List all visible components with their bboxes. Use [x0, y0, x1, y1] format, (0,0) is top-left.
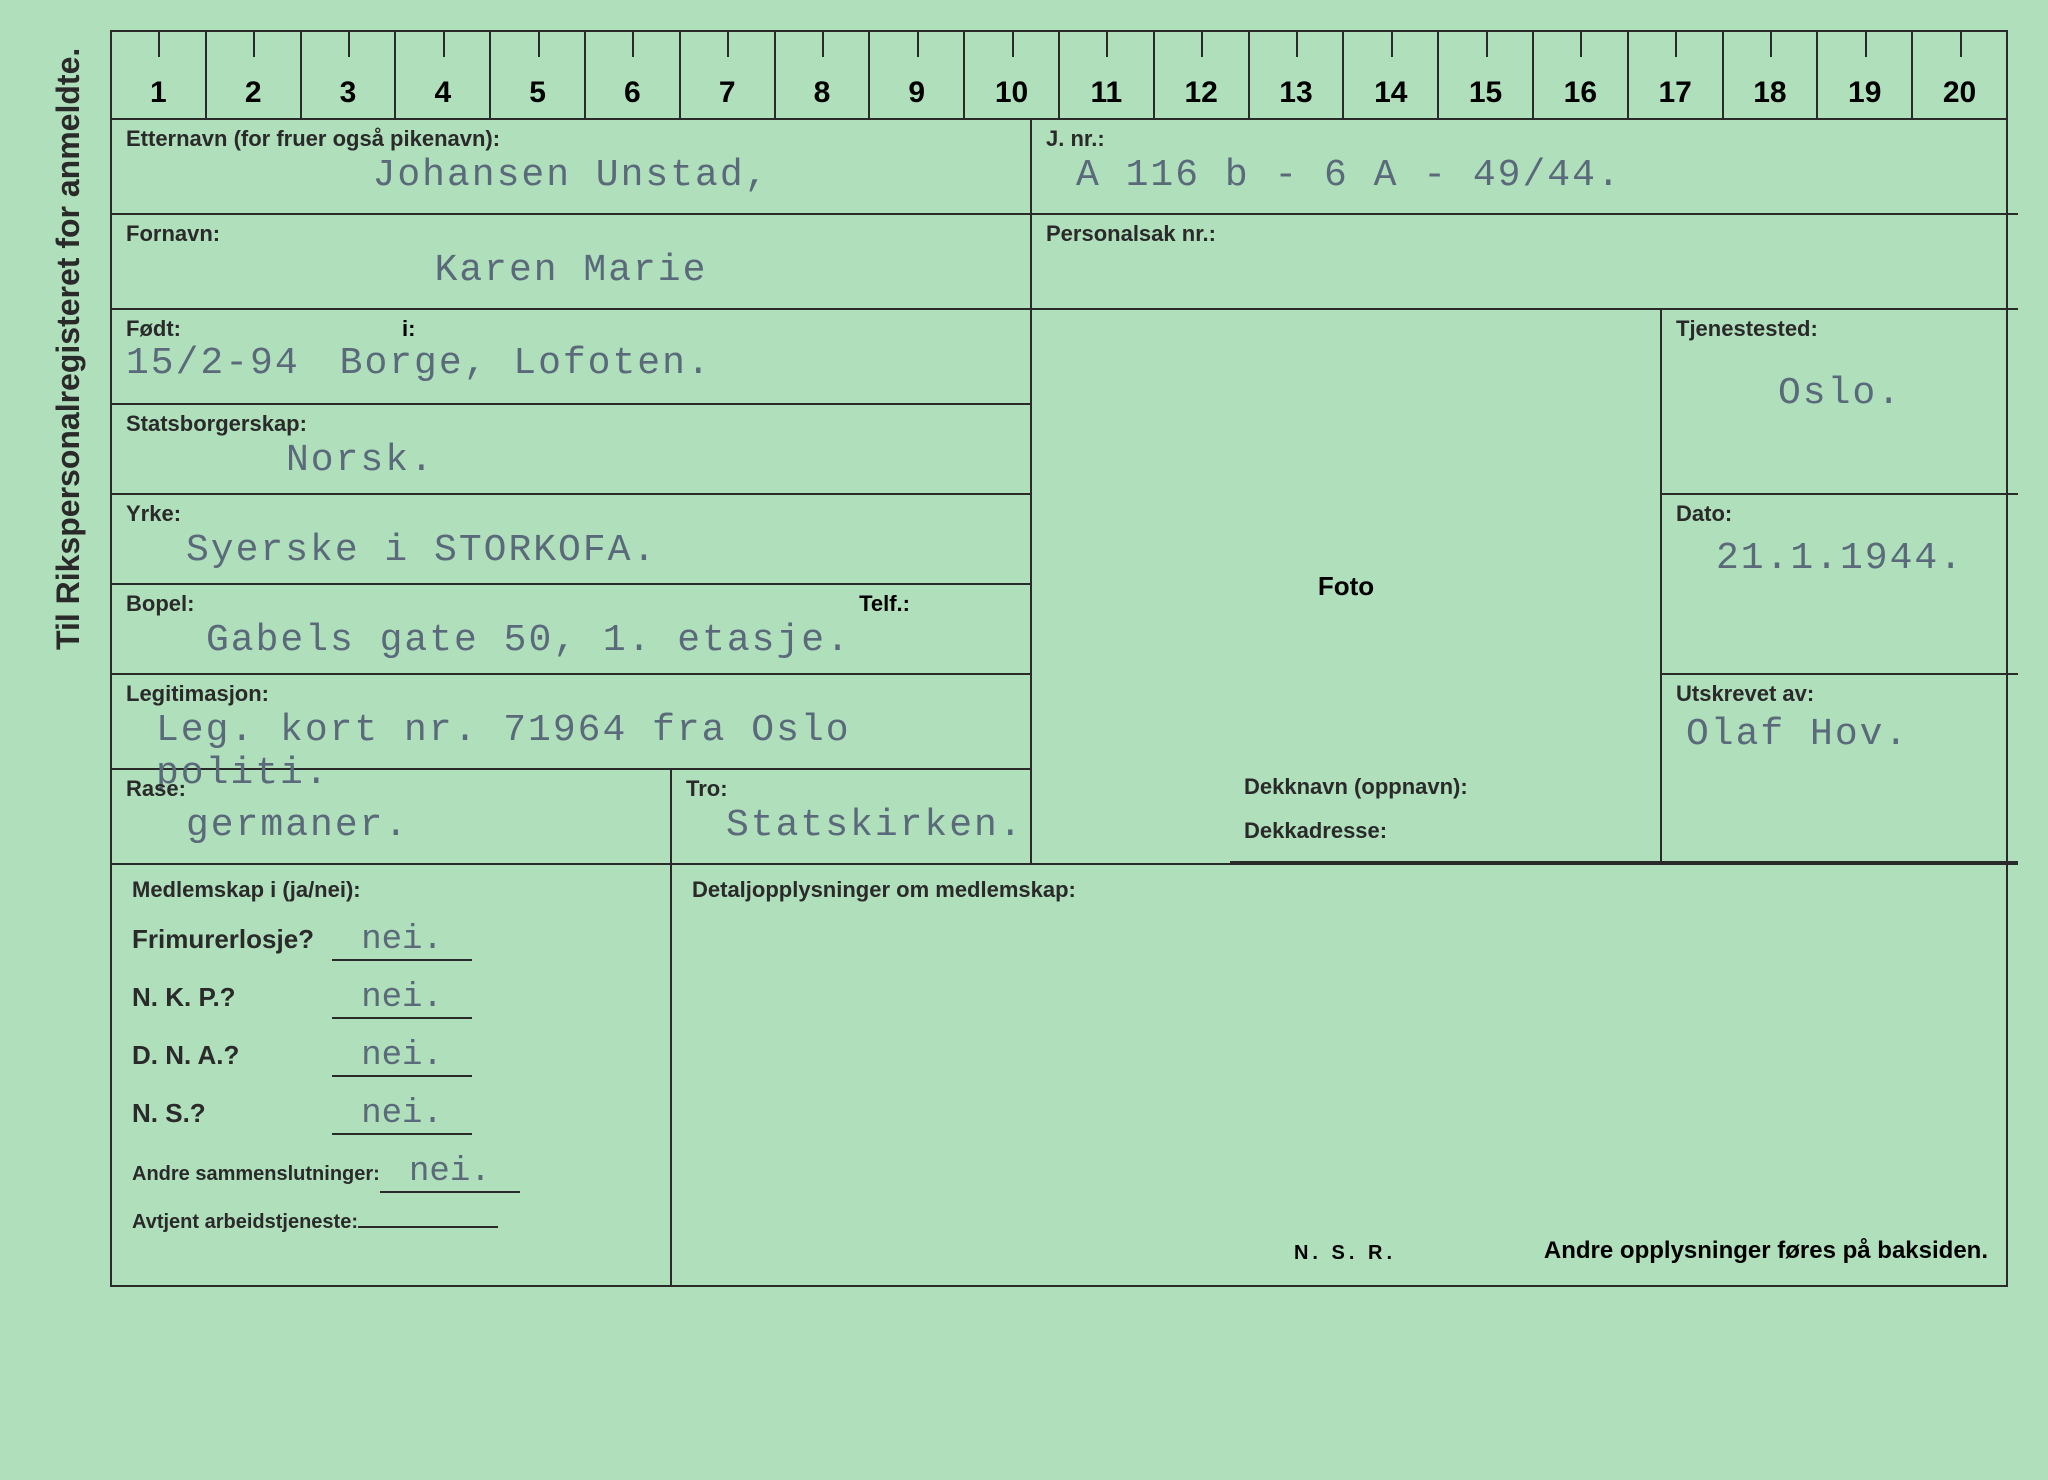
foto-label: Foto: [1318, 571, 1374, 602]
ruler-tick: 18: [1724, 32, 1819, 118]
etternavn-value: Johansen Unstad,: [126, 152, 1016, 197]
avtjent-label: Avtjent arbeidstjeneste:: [132, 1211, 358, 1233]
medlemskap-label: Medlemskap i (ja/nei):: [132, 877, 650, 903]
tjenestested-cell: Tjenestested: Oslo.: [1662, 310, 2018, 495]
ruler-tick: 10: [965, 32, 1060, 118]
statsborgerskap-label: Statsborgerskap:: [126, 411, 1016, 437]
nkp-value: nei.: [332, 979, 472, 1019]
personalsak-value: [1046, 247, 2004, 249]
fornavn-label: Fornavn:: [126, 221, 1016, 247]
tro-cell: Tro: Statskirken.: [672, 770, 1032, 865]
dekknavn-cell: Dekknavn (oppnavn): Dekkadresse:: [1230, 768, 2018, 863]
fodt-label: Født:: [126, 316, 1016, 342]
utskrevet-label: Utskrevet av:: [1676, 681, 2004, 707]
mem-row-frimurer: Frimurerlosje? nei.: [132, 921, 650, 961]
ruler-tick: 12: [1155, 32, 1250, 118]
statsborgerskap-cell: Statsborgerskap: Norsk.: [112, 405, 1032, 495]
tro-label: Tro:: [686, 776, 1016, 802]
frimurer-label: Frimurerlosje?: [132, 924, 332, 955]
mem-row-dna: D. N. A.? nei.: [132, 1037, 650, 1077]
nsr-label: N. S. R.: [1294, 1242, 1396, 1265]
dato-cell: Dato: 21.1.1944.: [1662, 495, 2018, 675]
ruler-tick: 13: [1250, 32, 1345, 118]
tjenestested-label: Tjenestested:: [1676, 316, 2004, 342]
i-value: Borge, Lofoten.: [340, 342, 712, 385]
ruler-tick: 3: [302, 32, 397, 118]
tro-value: Statskirken.: [686, 802, 1016, 847]
avtjent-value: [358, 1226, 498, 1228]
utskrevet-value: Olaf Hov.: [1676, 707, 2004, 756]
telf-label: Telf.:: [859, 591, 910, 617]
dekknavn-label: Dekknavn (oppnavn):: [1244, 774, 2004, 800]
ns-value: nei.: [332, 1095, 472, 1135]
ruler-tick: 15: [1439, 32, 1534, 118]
fodt-value: 15/2-94: [126, 342, 300, 385]
ruler-tick: 7: [681, 32, 776, 118]
ruler-tick: 16: [1534, 32, 1629, 118]
dna-label: D. N. A.?: [132, 1040, 332, 1071]
vertical-title: Til Rikspersonalregisteret for anmeldte.: [50, 48, 87, 650]
jnr-label: J. nr.:: [1046, 126, 2004, 152]
rase-label: Rase:: [126, 776, 656, 802]
jnr-cell: J. nr.: A 116 b - 6 A - 49/44.: [1032, 120, 2018, 215]
yrke-label: Yrke:: [126, 501, 1016, 527]
mem-row-nkp: N. K. P.? nei.: [132, 979, 650, 1019]
dato-label: Dato:: [1676, 501, 2004, 527]
bopel-cell: Bopel: Telf.: Gabels gate 50, 1. etasje.: [112, 585, 1032, 675]
dna-value: nei.: [332, 1037, 472, 1077]
registration-card: Til Rikspersonalregisteret for anmeldte.…: [0, 0, 2048, 1480]
mem-row-andre: Andre sammenslutninger: nei.: [132, 1153, 650, 1193]
ruler-tick: 11: [1060, 32, 1155, 118]
andre-label: Andre sammenslutninger:: [132, 1163, 380, 1185]
mem-row-ns: N. S.? nei.: [132, 1095, 650, 1135]
personalsak-cell: Personalsak nr.:: [1032, 215, 2018, 310]
membership-cell: Medlemskap i (ja/nei): Frimurerlosje? ne…: [112, 865, 672, 1285]
rase-cell: Rase: germaner.: [112, 770, 672, 865]
fornavn-value: Karen Marie: [126, 247, 1016, 292]
dato-value: 21.1.1944.: [1676, 527, 2004, 580]
dekkadresse-label: Dekkadresse:: [1244, 818, 2004, 844]
ruler-tick: 9: [870, 32, 965, 118]
nkp-label: N. K. P.?: [132, 982, 332, 1013]
ruler: 1 2 3 4 5 6 7 8 9 10 11 12 13 14 15 16 1…: [110, 30, 2008, 120]
bopel-value: Gabels gate 50, 1. etasje.: [126, 617, 1016, 662]
legitimasjon-cell: Legitimasjon: Leg. kort nr. 71964 fra Os…: [112, 675, 1032, 770]
ruler-tick: 2: [207, 32, 302, 118]
statsborgerskap-value: Norsk.: [126, 437, 1016, 482]
yrke-cell: Yrke: Syerske i STORKOFA.: [112, 495, 1032, 585]
jnr-value: A 116 b - 6 A - 49/44.: [1046, 152, 2004, 197]
mem-row-avtjent: Avtjent arbeidstjeneste:: [132, 1211, 650, 1233]
ruler-tick: 4: [396, 32, 491, 118]
details-cell: Dekknavn (oppnavn): Dekkadresse: Detaljo…: [672, 865, 2018, 1285]
yrke-value: Syerske i STORKOFA.: [126, 527, 1016, 572]
fornavn-cell: Fornavn: Karen Marie: [112, 215, 1032, 310]
ruler-tick: 5: [491, 32, 586, 118]
legitimasjon-label: Legitimasjon:: [126, 681, 1016, 707]
personalsak-label: Personalsak nr.:: [1046, 221, 2004, 247]
ruler-tick: 17: [1629, 32, 1724, 118]
etternavn-label: Etternavn (for fruer også pikenavn):: [126, 126, 1016, 152]
etternavn-cell: Etternavn (for fruer også pikenavn): Joh…: [112, 120, 1032, 215]
footnote: Andre opplysninger føres på baksiden.: [1544, 1237, 1988, 1265]
andre-value: nei.: [380, 1153, 520, 1193]
form-body: Etternavn (for fruer også pikenavn): Joh…: [110, 120, 2008, 1287]
detaljopplysninger-label: Detaljopplysninger om medlemskap:: [692, 877, 1998, 903]
ruler-tick: 19: [1818, 32, 1913, 118]
tjenestested-value: Oslo.: [1676, 342, 2004, 415]
fodt-cell: Født: i: 15/2-94 Borge, Lofoten.: [112, 310, 1032, 405]
ruler-tick: 6: [586, 32, 681, 118]
rase-value: germaner.: [126, 802, 656, 847]
ruler-tick: 20: [1913, 32, 2006, 118]
ruler-tick: 8: [776, 32, 871, 118]
i-label: i:: [402, 316, 415, 342]
ruler-tick: 14: [1344, 32, 1439, 118]
frimurer-value: nei.: [332, 921, 472, 961]
ns-label: N. S.?: [132, 1098, 332, 1129]
ruler-tick: 1: [112, 32, 207, 118]
